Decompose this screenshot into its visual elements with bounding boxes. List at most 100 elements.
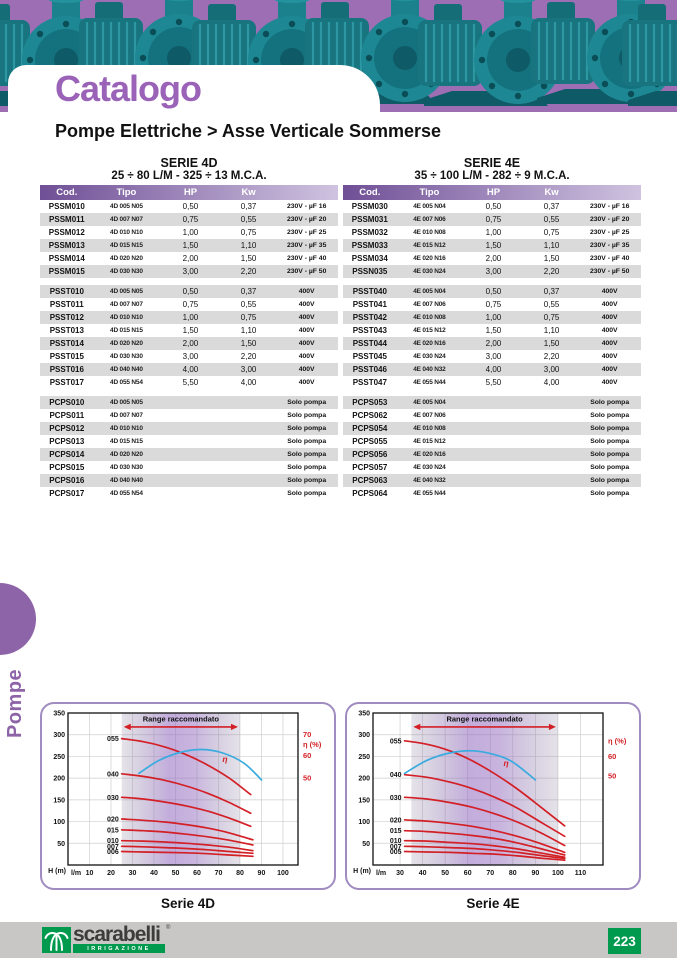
cell-volt: 400V: [601, 379, 618, 386]
cell-tipo: 4E 015 N12: [413, 242, 446, 249]
table-header-row: Cod. Tipo HP Kw: [40, 185, 338, 200]
table-row: PSSM011 4D 007 N07 0,75 0,55 230V - µF 20: [40, 213, 338, 226]
table-row: PSST013 4D 015 N15 1,50 1,10 400V: [40, 324, 338, 337]
cell-hp: 0,50: [182, 287, 199, 296]
svg-text:005: 005: [390, 849, 402, 856]
registered-mark: ®: [166, 925, 171, 931]
cell-volt: 400V: [601, 314, 618, 321]
cell-hp: 4,00: [485, 365, 502, 374]
cell-cod: PSSM011: [49, 215, 85, 224]
cell-cod: PSST041: [352, 300, 387, 309]
cell-cod: PSST014: [49, 339, 84, 348]
pump-curve-007: [120, 845, 254, 855]
cell-volt: 230V - µF 35: [286, 242, 327, 249]
cell-hp: 3,00: [182, 267, 199, 276]
cell-tipo: 4E 007 N06: [413, 412, 446, 419]
cell-hp: 2,00: [485, 339, 502, 348]
cell-tipo: 4E 007 N06: [413, 216, 446, 223]
col-header-kw: Kw: [241, 187, 256, 198]
cell-kw: 0,75: [240, 228, 257, 237]
cell-cod: PSST040: [352, 287, 387, 296]
pump-curve-030: [120, 796, 252, 828]
cell-cod: PSST013: [49, 326, 84, 335]
cell-kw: 1,50: [240, 254, 257, 263]
table-row: PSST047 4E 055 N44 5,50 4,00 400V: [343, 376, 641, 389]
cell-tipo: 4E 010 N08: [413, 425, 446, 432]
cell-cod: PCPS064: [352, 489, 388, 498]
cell-volt: Solo pompa: [287, 464, 327, 471]
svg-text:η (%): η (%): [608, 737, 627, 746]
cell-cod: PSSM012: [48, 228, 85, 237]
cell-tipo: 4E 010 N08: [413, 314, 446, 321]
cell-volt: 400V: [601, 288, 618, 295]
svg-text:60: 60: [303, 751, 311, 760]
cell-tipo: 4E 005 N04: [413, 288, 446, 295]
recommended-range-band: [121, 713, 240, 865]
cell-cod: PCPS057: [352, 463, 388, 472]
svg-text:80: 80: [509, 870, 517, 877]
page-title: Catalogo: [55, 68, 202, 109]
cell-kw: 2,20: [543, 352, 560, 361]
cell-tipo: 4D 010 N10: [110, 314, 143, 321]
cell-hp: 5,50: [485, 378, 502, 387]
cell-hp: 1,50: [182, 326, 199, 335]
table-row: PCPS011 4D 007 N07 Solo pompa: [40, 409, 338, 422]
table-row: PSST044 4E 020 N16 2,00 1,50 400V: [343, 337, 641, 350]
catalog-table-serie-4d: SERIE 4D 25 ÷ 80 L/M - 325 ÷ 13 M.C.A. Cod…: [40, 156, 338, 507]
table-row: PCPS056 4E 020 N16 Solo pompa: [343, 448, 641, 461]
cell-cod: PSSM010: [48, 202, 85, 211]
svg-text:l/m: l/m: [71, 870, 81, 877]
cell-tipo: 4E 020 N16: [413, 255, 446, 262]
svg-text:50: 50: [362, 841, 370, 848]
cell-cod: PSSM033: [351, 241, 388, 250]
cell-cod: PSSM014: [48, 254, 85, 263]
brand-subtitle-bar: IRRIGAZIONE: [73, 944, 165, 953]
cell-tipo: 4E 055 N44: [413, 379, 446, 386]
range-arrow: [413, 723, 556, 731]
brand-logo: scarabelli IRRIGAZIONE ®: [42, 924, 171, 953]
table-row: PCPS054 4E 010 N08 Solo pompa: [343, 422, 641, 435]
svg-text:η: η: [222, 754, 227, 764]
svg-text:50: 50: [172, 870, 180, 877]
cell-volt: 400V: [298, 353, 315, 360]
cell-cod: PSSM031: [351, 215, 388, 224]
cell-volt: Solo pompa: [590, 438, 630, 445]
cell-volt: 230V - µF 50: [589, 268, 630, 275]
cell-kw: 1,50: [543, 254, 560, 263]
table-row: PSSM013 4D 015 N15 1,50 1,10 230V - µF 35: [40, 239, 338, 252]
svg-text:70: 70: [486, 870, 494, 877]
svg-text:Range raccomandato: Range raccomandato: [143, 714, 220, 723]
cell-tipo: 4D 010 N10: [110, 229, 143, 236]
cell-tipo: 4E 007 N06: [413, 301, 446, 308]
cell-kw: 3,00: [240, 365, 257, 374]
table-section-2: PSST040 4E 005 N04 0,50 0,37 400V PSST041 4E 0…: [343, 285, 641, 389]
svg-text:250: 250: [358, 754, 370, 761]
range-arrow: [123, 723, 238, 731]
cell-hp: 1,50: [182, 241, 199, 250]
svg-text:60: 60: [193, 870, 201, 877]
page-number-badge: 223: [608, 928, 641, 954]
cell-volt: Solo pompa: [590, 464, 630, 471]
cell-tipo: 4D 030 N30: [110, 268, 143, 275]
svg-text:300: 300: [358, 732, 370, 739]
svg-text:30: 30: [129, 870, 137, 877]
cell-tipo: 4D 005 N05: [110, 288, 143, 295]
table-row: PSST046 4E 040 N32 4,00 3,00 400V: [343, 363, 641, 376]
cell-cod: PCPS055: [352, 437, 388, 446]
table-row: PSSM014 4D 020 N20 2,00 1,50 230V - µF 40: [40, 252, 338, 265]
table-row: PSSM032 4E 010 N08 1,00 0,75 230V - µF 25: [343, 226, 641, 239]
cell-kw: 0,75: [543, 228, 560, 237]
cell-cod: PSST015: [49, 352, 84, 361]
pump-curve-020: [120, 818, 254, 841]
product-tables: SERIE 4D 25 ÷ 80 L/M - 325 ÷ 13 M.C.A. Cod…: [40, 156, 641, 507]
cell-volt: Solo pompa: [590, 490, 630, 497]
cell-hp: 1,00: [485, 313, 502, 322]
pump-performance-chart-serie-4d: Range raccomandato 055 040 030 020 015 0100070…: [48, 711, 322, 878]
cell-kw: 0,37: [240, 287, 257, 296]
cell-kw: 1,50: [543, 339, 560, 348]
cell-hp: 0,50: [485, 202, 502, 211]
cell-kw: 0,55: [543, 300, 560, 309]
cell-tipo: 4D 015 N15: [110, 327, 143, 334]
cell-kw: 2,20: [543, 267, 560, 276]
cell-tipo: 4E 005 N04: [413, 399, 446, 406]
